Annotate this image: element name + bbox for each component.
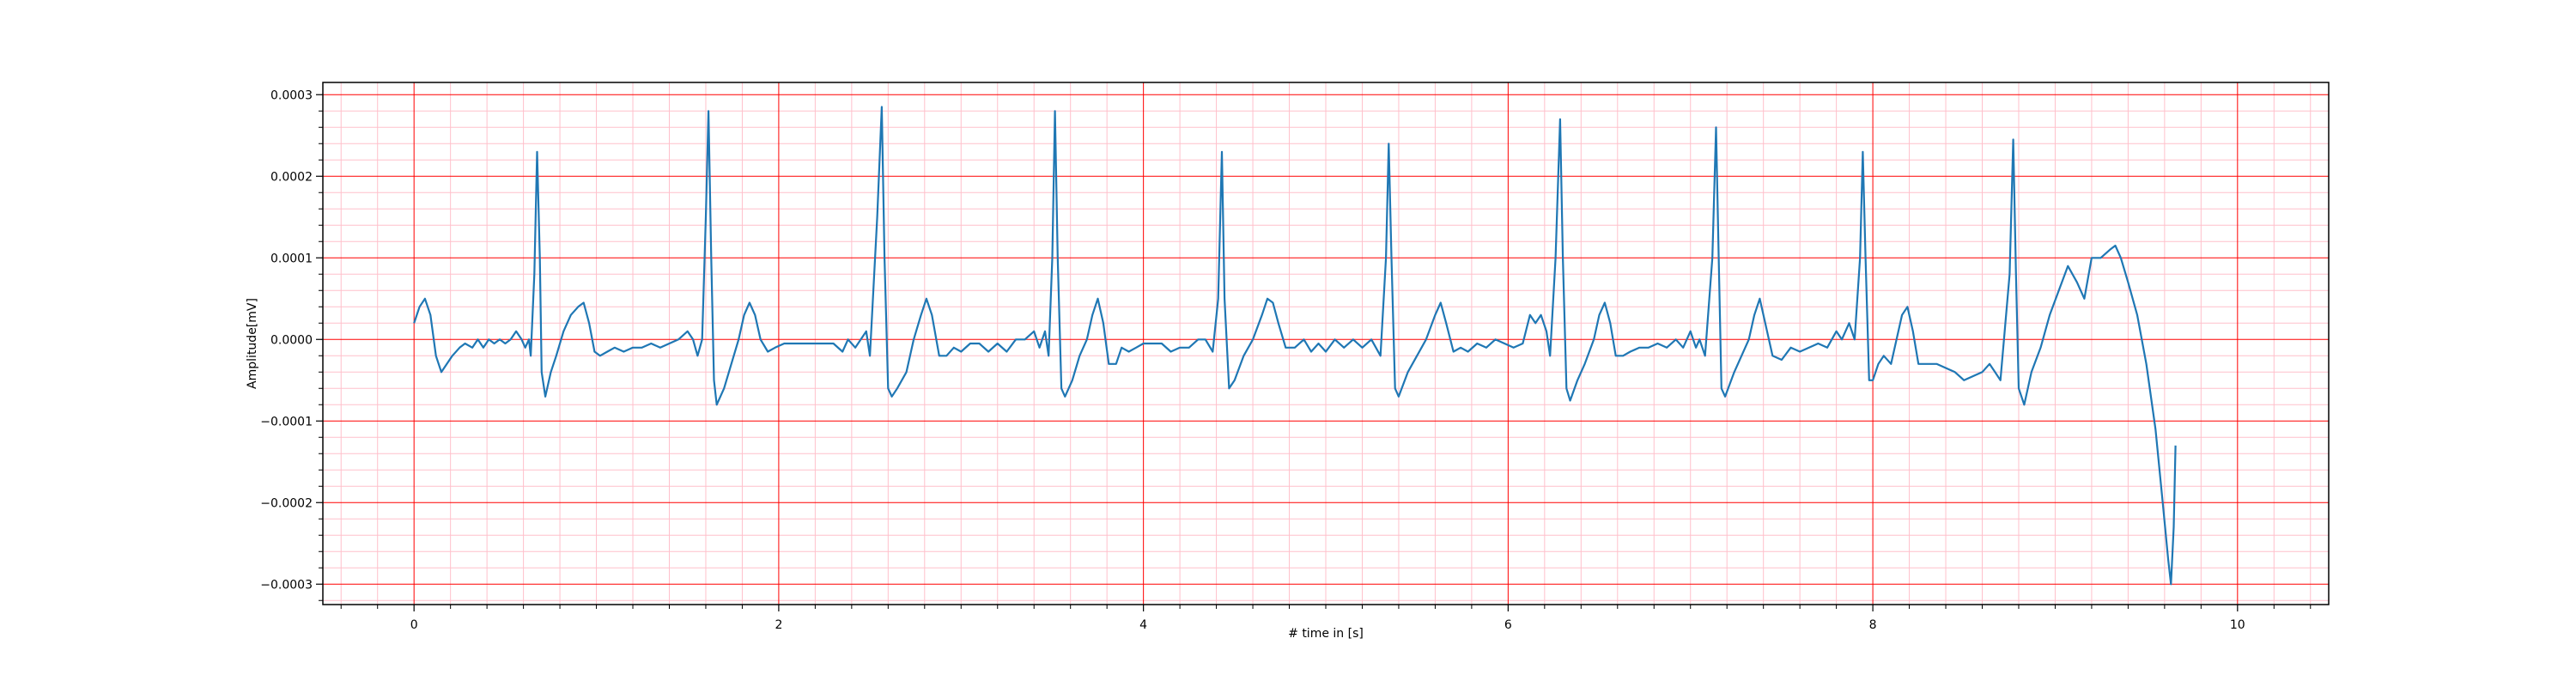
minor-grid [323,82,2329,605]
x-tick-label: 10 [2230,618,2245,632]
y-tick-label: −0.0003 [260,578,313,592]
y-tick-label: −0.0001 [260,415,313,429]
axis-ticks [316,94,2312,611]
signal-line [413,106,2177,586]
x-tick-label: 4 [1139,618,1147,632]
y-axis-label: Amplitude[mV] [246,298,259,389]
y-tick-label: 0.0003 [270,88,313,102]
y-tick-labels: −0.0003 −0.0002 −0.0001 0.0000 0.0001 0.0002 0… [260,88,313,592]
y-tick-label: −0.0002 [260,496,313,510]
major-grid [323,82,2329,605]
y-tick-label: 0.0000 [270,333,313,347]
x-tick-labels: 0 2 4 6 8 10 [410,618,2245,632]
x-tick-label: 8 [1869,618,1877,632]
x-tick-label: 0 [410,618,418,632]
x-axis-label: # time in [s] [1288,627,1364,641]
x-tick-label: 2 [775,618,782,632]
y-tick-label: 0.0002 [270,170,313,184]
x-tick-label: 6 [1504,618,1512,632]
y-tick-label: 0.0001 [270,252,313,265]
